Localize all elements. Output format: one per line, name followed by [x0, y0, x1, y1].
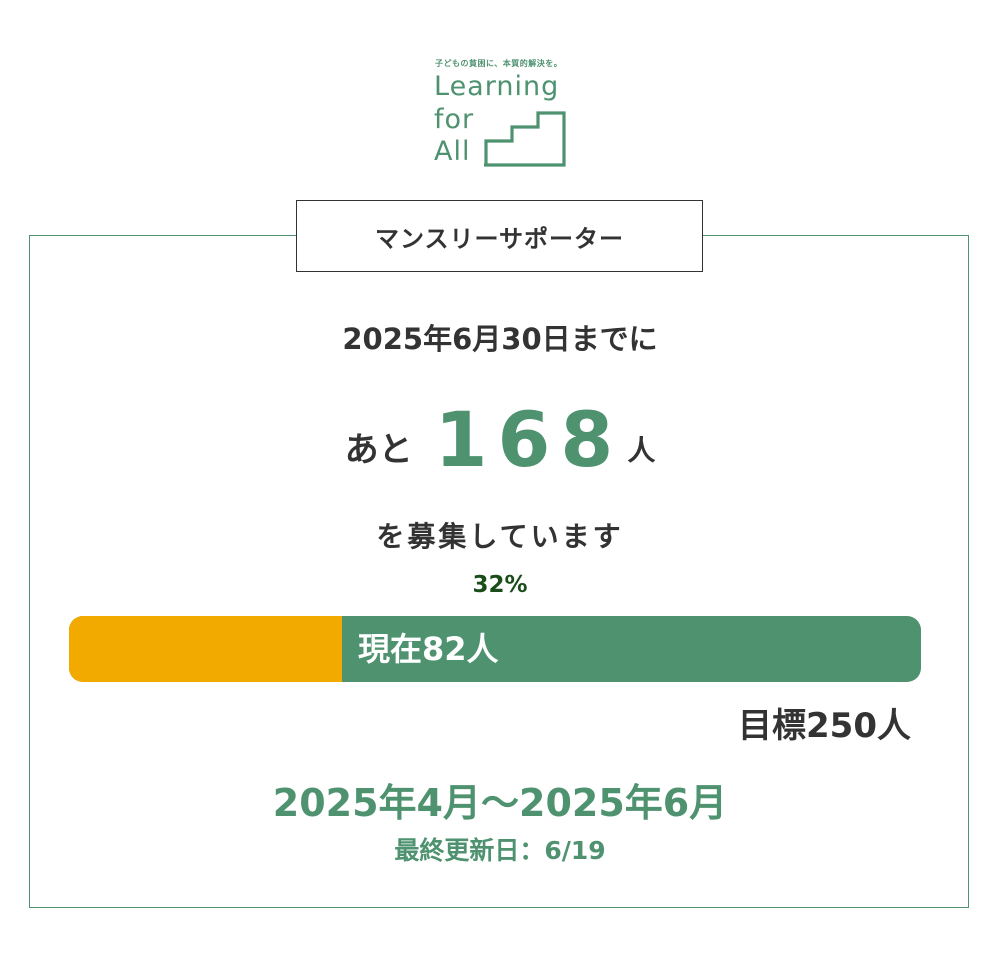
logo-word-all: All	[434, 136, 471, 167]
stairs-icon	[484, 111, 566, 167]
logo-tagline: 子どもの貧困に、本質的解決を。	[435, 59, 563, 68]
campaign-period: 2025年4月〜2025年6月	[272, 781, 728, 825]
logo-word-for: for	[434, 104, 475, 135]
goal-count: 目標250人	[738, 706, 911, 746]
learning-for-all-logo[interactable]: 子どもの貧困に、本質的解決を。 Learning for All	[434, 56, 574, 168]
progress-bar-fill	[69, 616, 342, 682]
remaining-prefix: あと	[344, 430, 413, 470]
panel-title: マンスリーサポーター	[296, 200, 703, 272]
deadline-text: 2025年6月30日までに	[342, 322, 658, 356]
remaining-number: 168	[434, 395, 624, 484]
current-count-label: 現在82人	[358, 630, 499, 668]
remaining-count: あと 168 人	[0, 395, 1000, 485]
progress-percent: 32%	[472, 572, 528, 598]
logo-word-learning: Learning	[434, 71, 560, 102]
progress-bar: 現在82人	[69, 616, 921, 682]
last-updated: 最終更新日：6/19	[394, 836, 606, 865]
recruiting-text: を募集しています	[376, 520, 624, 553]
remaining-suffix: 人	[627, 434, 656, 467]
